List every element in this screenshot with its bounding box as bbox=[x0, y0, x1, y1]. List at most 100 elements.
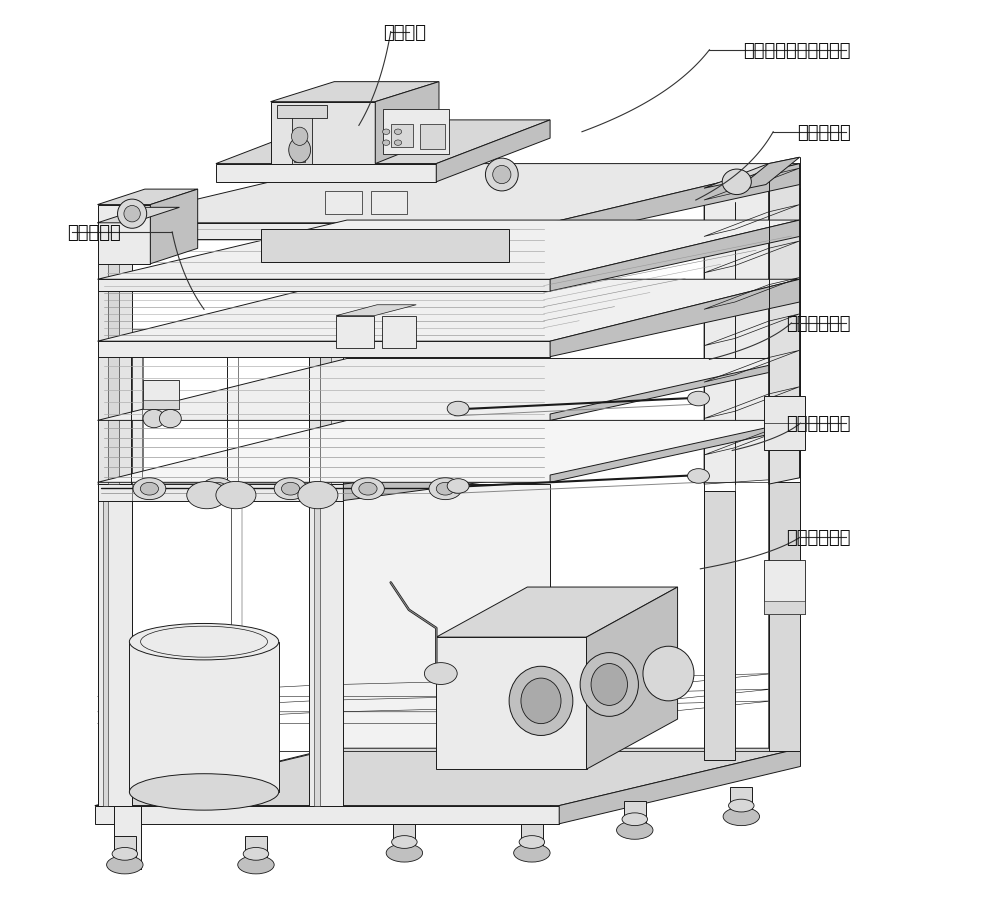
Polygon shape bbox=[550, 220, 800, 292]
Bar bbox=[245, 835, 267, 863]
Bar bbox=[309, 284, 343, 485]
Ellipse shape bbox=[118, 200, 147, 229]
Ellipse shape bbox=[133, 478, 166, 500]
Bar bbox=[393, 824, 415, 851]
Text: 后支撑架台: 后支撑架台 bbox=[797, 124, 851, 141]
Ellipse shape bbox=[447, 402, 469, 416]
Ellipse shape bbox=[509, 667, 573, 736]
Polygon shape bbox=[95, 805, 559, 824]
Ellipse shape bbox=[485, 159, 518, 191]
Polygon shape bbox=[587, 588, 678, 769]
Bar bbox=[624, 801, 646, 828]
Polygon shape bbox=[95, 749, 801, 805]
Text: 涂胶喷头: 涂胶喷头 bbox=[383, 24, 426, 42]
Polygon shape bbox=[704, 158, 800, 189]
Polygon shape bbox=[114, 805, 141, 869]
Polygon shape bbox=[704, 189, 800, 485]
Ellipse shape bbox=[493, 166, 511, 184]
Polygon shape bbox=[550, 359, 800, 421]
Ellipse shape bbox=[281, 483, 300, 496]
Polygon shape bbox=[769, 483, 800, 752]
Bar bbox=[98, 205, 150, 264]
Polygon shape bbox=[98, 220, 800, 280]
Bar bbox=[420, 125, 445, 150]
Ellipse shape bbox=[289, 138, 311, 163]
Ellipse shape bbox=[140, 483, 159, 496]
Text: 前支撑架台: 前支撑架台 bbox=[67, 224, 121, 241]
Ellipse shape bbox=[291, 128, 308, 147]
Polygon shape bbox=[375, 83, 439, 164]
Ellipse shape bbox=[243, 847, 269, 860]
Polygon shape bbox=[129, 642, 279, 792]
Bar bbox=[521, 824, 543, 851]
Bar bbox=[114, 835, 136, 863]
Polygon shape bbox=[343, 485, 550, 805]
Ellipse shape bbox=[688, 469, 709, 484]
Polygon shape bbox=[98, 752, 773, 805]
Ellipse shape bbox=[129, 624, 279, 660]
Ellipse shape bbox=[352, 478, 384, 500]
Bar bbox=[294, 136, 305, 162]
Ellipse shape bbox=[129, 773, 279, 810]
Polygon shape bbox=[735, 158, 800, 191]
Polygon shape bbox=[150, 189, 198, 264]
Polygon shape bbox=[261, 230, 509, 262]
Polygon shape bbox=[343, 457, 550, 501]
Bar bbox=[371, 191, 407, 214]
Text: 三自由度喷头驱动装置: 三自由度喷头驱动装置 bbox=[743, 42, 851, 60]
Ellipse shape bbox=[159, 410, 181, 428]
Text: 布料传动装置: 布料传动装置 bbox=[786, 314, 851, 333]
Ellipse shape bbox=[187, 482, 227, 509]
Bar bbox=[143, 381, 179, 410]
Polygon shape bbox=[98, 421, 800, 483]
Polygon shape bbox=[216, 121, 550, 164]
Ellipse shape bbox=[519, 835, 545, 848]
Ellipse shape bbox=[722, 169, 751, 195]
Ellipse shape bbox=[383, 130, 390, 136]
Ellipse shape bbox=[209, 483, 227, 496]
Ellipse shape bbox=[392, 835, 417, 848]
Polygon shape bbox=[98, 457, 550, 485]
Polygon shape bbox=[436, 588, 678, 638]
Bar bbox=[98, 483, 132, 805]
Polygon shape bbox=[98, 223, 550, 240]
Ellipse shape bbox=[274, 478, 307, 500]
Polygon shape bbox=[550, 421, 800, 483]
Ellipse shape bbox=[383, 141, 390, 147]
Bar bbox=[383, 110, 449, 156]
Ellipse shape bbox=[107, 855, 143, 874]
Polygon shape bbox=[550, 164, 800, 240]
Ellipse shape bbox=[429, 478, 462, 500]
Polygon shape bbox=[559, 749, 801, 824]
Polygon shape bbox=[769, 164, 800, 485]
Bar bbox=[314, 483, 320, 805]
Ellipse shape bbox=[238, 855, 274, 874]
Polygon shape bbox=[98, 189, 198, 205]
Polygon shape bbox=[550, 280, 800, 357]
Ellipse shape bbox=[386, 844, 423, 862]
Ellipse shape bbox=[729, 799, 754, 812]
Bar bbox=[132, 330, 143, 485]
Ellipse shape bbox=[580, 653, 638, 717]
Ellipse shape bbox=[622, 813, 648, 825]
Ellipse shape bbox=[298, 482, 338, 509]
Polygon shape bbox=[271, 83, 439, 103]
Bar bbox=[764, 396, 805, 451]
Ellipse shape bbox=[394, 130, 402, 136]
Bar bbox=[320, 284, 331, 485]
Ellipse shape bbox=[201, 478, 234, 500]
Bar bbox=[143, 401, 179, 410]
Polygon shape bbox=[769, 485, 800, 749]
Ellipse shape bbox=[688, 392, 709, 406]
Polygon shape bbox=[98, 280, 800, 342]
Polygon shape bbox=[98, 164, 800, 223]
Ellipse shape bbox=[112, 847, 138, 860]
Polygon shape bbox=[98, 342, 550, 357]
Polygon shape bbox=[98, 359, 800, 421]
Ellipse shape bbox=[143, 410, 165, 428]
Polygon shape bbox=[216, 164, 436, 182]
Ellipse shape bbox=[424, 663, 457, 685]
Polygon shape bbox=[98, 485, 343, 501]
Ellipse shape bbox=[723, 807, 760, 825]
Polygon shape bbox=[704, 492, 735, 760]
